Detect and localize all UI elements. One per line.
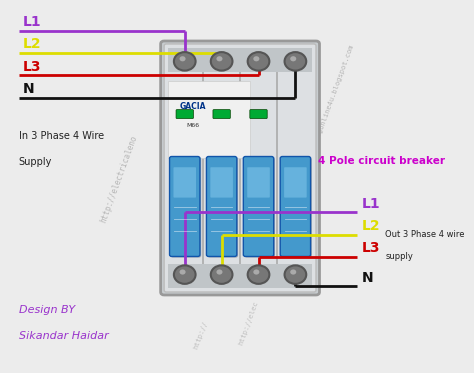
Circle shape (211, 52, 232, 70)
Text: L3: L3 (23, 60, 42, 73)
Text: http://electricaleno: http://electricaleno (99, 134, 138, 224)
Circle shape (253, 269, 259, 275)
FancyBboxPatch shape (168, 264, 312, 288)
FancyBboxPatch shape (284, 167, 307, 198)
FancyBboxPatch shape (213, 110, 230, 119)
FancyBboxPatch shape (170, 157, 200, 257)
FancyBboxPatch shape (161, 41, 319, 295)
Text: L1: L1 (362, 197, 380, 211)
FancyBboxPatch shape (164, 44, 316, 292)
Text: Sikandar Haidar: Sikandar Haidar (19, 331, 109, 341)
Text: N: N (362, 270, 373, 285)
Text: GACIA: GACIA (180, 102, 206, 111)
Circle shape (174, 265, 196, 284)
Text: In 3 Phase 4 Wire: In 3 Phase 4 Wire (19, 131, 104, 141)
Circle shape (211, 265, 232, 284)
FancyBboxPatch shape (176, 110, 193, 119)
FancyBboxPatch shape (250, 110, 267, 119)
Circle shape (180, 269, 186, 275)
Circle shape (174, 52, 196, 70)
Circle shape (284, 265, 306, 284)
Text: L1: L1 (23, 15, 42, 29)
FancyBboxPatch shape (173, 167, 196, 198)
Circle shape (284, 52, 306, 70)
FancyBboxPatch shape (168, 48, 312, 72)
Text: Out 3 Phase 4 wire: Out 3 Phase 4 wire (385, 230, 465, 239)
Circle shape (290, 269, 296, 275)
Text: supply: supply (385, 253, 413, 261)
FancyBboxPatch shape (280, 157, 310, 257)
Text: L2: L2 (362, 219, 380, 233)
FancyBboxPatch shape (208, 158, 238, 258)
Text: http://: http:// (193, 320, 209, 350)
FancyBboxPatch shape (282, 158, 312, 258)
Text: Design BY: Design BY (19, 305, 75, 315)
Circle shape (217, 56, 222, 62)
Circle shape (248, 265, 269, 284)
FancyBboxPatch shape (243, 157, 273, 257)
FancyBboxPatch shape (207, 157, 237, 257)
FancyBboxPatch shape (168, 81, 250, 159)
FancyBboxPatch shape (210, 167, 233, 198)
Text: http://wiringonline4u.blogspot.com: http://wiringonline4u.blogspot.com (300, 44, 355, 181)
FancyBboxPatch shape (247, 167, 270, 198)
Circle shape (248, 52, 269, 70)
Text: N: N (23, 82, 35, 96)
Text: L3: L3 (362, 241, 380, 255)
Circle shape (180, 56, 186, 62)
Text: L2: L2 (23, 37, 42, 51)
FancyBboxPatch shape (245, 158, 275, 258)
FancyBboxPatch shape (171, 158, 201, 258)
Text: 4 Pole circuit breaker: 4 Pole circuit breaker (318, 156, 445, 166)
Text: M66: M66 (186, 123, 200, 128)
Circle shape (290, 56, 296, 62)
Text: http://elec: http://elec (238, 301, 260, 347)
Text: Supply: Supply (19, 157, 52, 167)
Circle shape (253, 56, 259, 62)
Circle shape (217, 269, 222, 275)
